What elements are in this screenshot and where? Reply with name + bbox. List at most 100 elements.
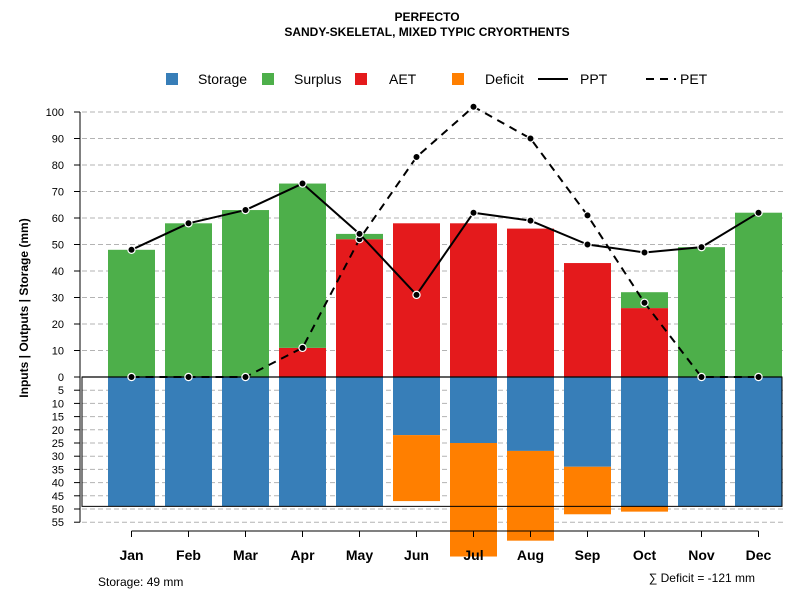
storage-bar xyxy=(735,377,782,507)
pet-point xyxy=(184,372,193,382)
aet-bar xyxy=(336,239,383,377)
pet-point xyxy=(754,372,763,382)
storage-bar xyxy=(621,377,668,507)
surplus-bar xyxy=(735,212,782,377)
aet-bar xyxy=(279,347,326,377)
pet-point xyxy=(469,102,478,111)
ppt-point xyxy=(355,229,364,239)
legend-swatch-deficit xyxy=(452,73,464,85)
ppt-point xyxy=(754,208,763,217)
chart-title: PERFECTO xyxy=(394,10,459,24)
surplus-bar xyxy=(222,210,269,377)
y-tick-label: 50 xyxy=(52,504,64,516)
aet-bar xyxy=(621,308,668,377)
y-tick-label: 10 xyxy=(52,346,64,358)
y-tick-label: 55 xyxy=(52,517,64,529)
axes-group: 0102030405060708090100510152025303540455… xyxy=(46,107,772,563)
legend-swatch-surplus xyxy=(262,73,274,85)
surplus-bar xyxy=(108,249,155,377)
aet-bar xyxy=(564,263,611,377)
storage-bar xyxy=(165,377,212,507)
x-tick-label: Jan xyxy=(119,547,143,563)
legend-label: PPT xyxy=(580,71,608,87)
x-tick-label: Sep xyxy=(575,547,601,563)
pet-point xyxy=(697,372,706,382)
bars-group xyxy=(81,183,783,557)
y-tick-label: 35 xyxy=(52,464,64,476)
legend-label: Deficit xyxy=(485,71,524,87)
ppt-point xyxy=(127,245,136,254)
y-tick-label: 5 xyxy=(58,385,64,397)
y-tick-label: 20 xyxy=(52,319,64,331)
aet-bar xyxy=(450,223,497,377)
storage-bar xyxy=(393,377,440,436)
pet-point xyxy=(412,152,421,162)
y-tick-label: 30 xyxy=(52,293,64,305)
y-tick-label: 10 xyxy=(52,398,64,410)
ppt-line xyxy=(131,182,760,296)
x-tick-label: Feb xyxy=(176,547,201,563)
surplus-bar xyxy=(678,247,725,377)
aet-bar xyxy=(393,223,440,377)
aet-bar xyxy=(507,228,554,377)
ppt-point xyxy=(469,208,478,217)
ppt-point xyxy=(640,248,649,257)
storage-bar xyxy=(108,377,155,507)
deficit-bar xyxy=(450,443,497,557)
legend-swatch-aet xyxy=(355,73,367,85)
x-tick-label: May xyxy=(346,547,373,563)
y-tick-label: 30 xyxy=(52,451,64,463)
y-tick-label: 70 xyxy=(52,187,64,199)
storage-bar xyxy=(678,377,725,507)
pet-point xyxy=(583,211,592,220)
surplus-bar xyxy=(279,183,326,348)
pet-point xyxy=(127,372,136,382)
storage-bar xyxy=(222,377,269,507)
lines-group xyxy=(127,102,763,382)
y-tick-label: 60 xyxy=(52,213,64,225)
legend-label: Storage xyxy=(198,71,247,87)
x-tick-label: Dec xyxy=(746,547,772,563)
deficit-bar xyxy=(621,506,668,512)
y-tick-label: 90 xyxy=(52,134,64,146)
ppt-point xyxy=(241,205,250,215)
x-tick-label: Apr xyxy=(290,547,315,563)
y-tick-label: 40 xyxy=(52,478,64,490)
y-tick-label: 25 xyxy=(52,438,64,450)
legend-label: Surplus xyxy=(294,71,341,87)
deficit-footnote: ∑ Deficit = -121 mm xyxy=(649,571,755,585)
y-tick-label: 15 xyxy=(52,412,64,424)
storage-bar xyxy=(564,377,611,467)
x-tick-label: Jun xyxy=(404,547,429,563)
chart-subtitle: SANDY-SKELETAL, MIXED TYPIC CRYORTHENTS xyxy=(284,25,569,39)
surplus-bar xyxy=(165,223,212,377)
pet-point xyxy=(241,372,250,382)
y-tick-label: 40 xyxy=(52,266,64,278)
ppt-point xyxy=(583,240,592,249)
legend-swatch-storage xyxy=(166,73,178,85)
pet-point xyxy=(526,134,535,143)
ppt-point xyxy=(184,219,193,228)
y-tick-label: 80 xyxy=(52,160,64,172)
ppt-point xyxy=(412,290,421,300)
deficit-bar xyxy=(507,450,554,541)
legend-label: AET xyxy=(389,71,417,87)
legend-label: PET xyxy=(680,71,708,87)
storage-bar xyxy=(336,377,383,507)
x-tick-label: Nov xyxy=(688,547,715,563)
ppt-point xyxy=(526,216,535,225)
x-tick-label: Jul xyxy=(463,547,483,563)
pet-line xyxy=(131,105,759,378)
storage-bar xyxy=(279,377,326,507)
y-axis-label: Inputs | Outputs | Storage (mm) xyxy=(17,218,31,397)
x-tick-label: Oct xyxy=(633,547,657,563)
x-tick-label: Mar xyxy=(233,547,258,563)
pet-point xyxy=(640,298,649,307)
y-tick-label: 100 xyxy=(46,107,64,119)
chart-legend: Storage Surplus AET Deficit PPT PET xyxy=(166,71,708,87)
storage-bar xyxy=(507,377,554,451)
y-tick-label: 20 xyxy=(52,425,64,437)
y-tick-label: 0 xyxy=(58,372,64,384)
ppt-point xyxy=(697,242,706,252)
